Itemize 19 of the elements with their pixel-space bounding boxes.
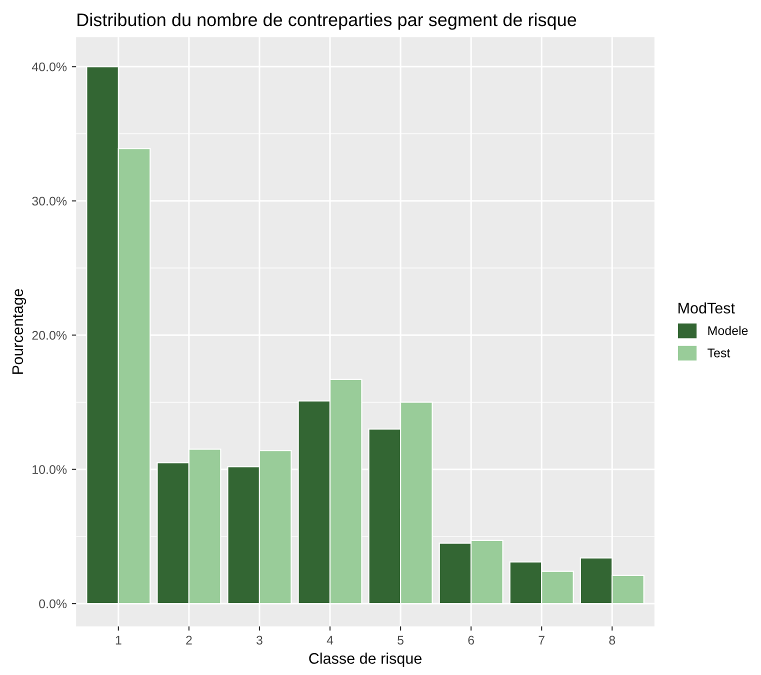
x-tick-label: 2 bbox=[186, 636, 192, 644]
y-tick-label: 0.0% bbox=[39, 599, 67, 608]
x-tick-label: 3 bbox=[256, 636, 262, 645]
x-tick-label: 1 bbox=[116, 636, 122, 644]
y-tick-label: 20.0% bbox=[32, 330, 67, 340]
x-tick-label: 5 bbox=[398, 636, 404, 645]
legend-label: Test bbox=[708, 348, 730, 358]
x-tick-label: 8 bbox=[609, 636, 616, 645]
legend-title: ModTest bbox=[678, 302, 735, 314]
x-tick-label: 6 bbox=[468, 636, 474, 645]
x-tick-label: 4 bbox=[326, 636, 334, 644]
y-tick-label: 40.0% bbox=[32, 62, 67, 72]
x-axis-title: Classe de risque bbox=[309, 652, 422, 667]
y-tick-label: 30.0% bbox=[32, 196, 67, 206]
y-axis-title: Pourcentage bbox=[12, 289, 26, 374]
y-tick-label: 10.0% bbox=[32, 465, 67, 474]
x-tick-label: 7 bbox=[538, 636, 544, 644]
chart-title: Distribution du nombre de contreparties par segment de risque bbox=[78, 12, 576, 30]
legend-label: Modele bbox=[708, 326, 748, 336]
